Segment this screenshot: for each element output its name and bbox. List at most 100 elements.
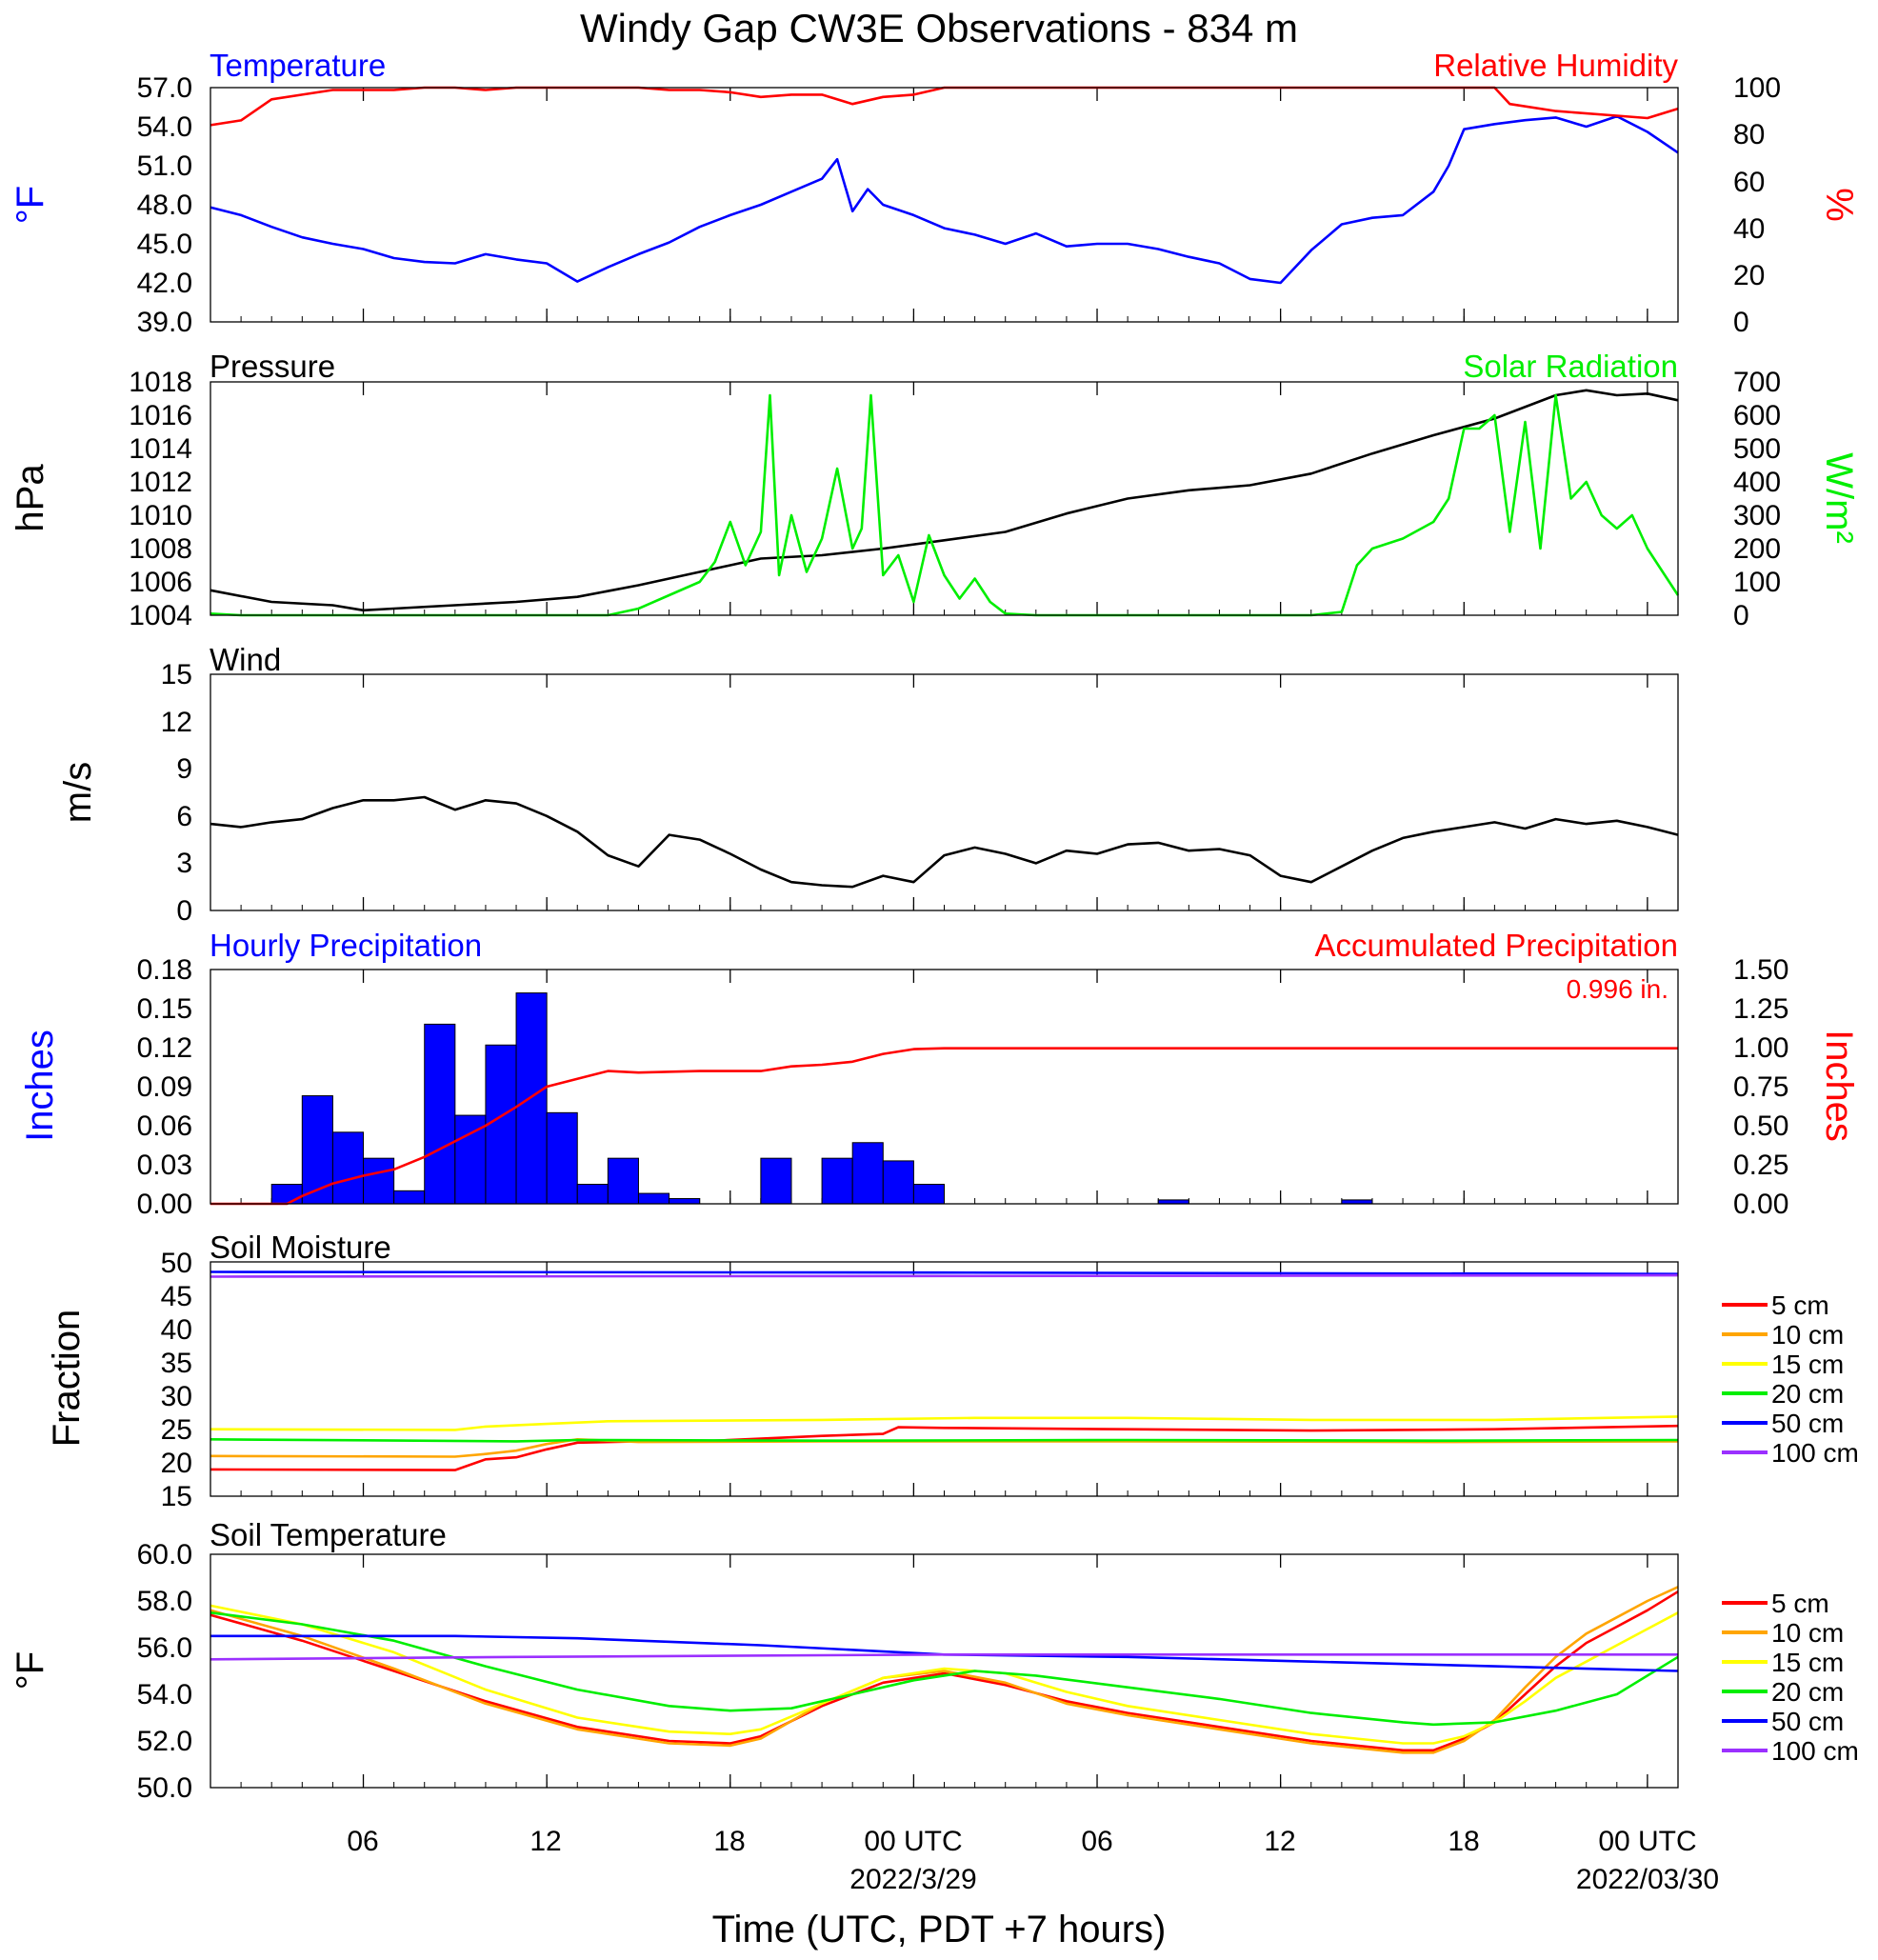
- precip-bar: [576, 1184, 609, 1205]
- x-tick-06-a: 06: [347, 1826, 378, 1857]
- wind-tick-6: 6: [176, 801, 192, 832]
- sm-tick-40: 40: [161, 1314, 192, 1346]
- rh-tick-20: 20: [1733, 260, 1765, 291]
- precip-bar: [515, 992, 548, 1205]
- soil-moisture-5-cm-line: [210, 1424, 1679, 1471]
- sm-legend-100cm: 100 cm: [1771, 1438, 1859, 1468]
- soil-moisture-15-cm-line: [210, 1415, 1679, 1431]
- wind-unit-label: m/s: [57, 762, 99, 823]
- sm-tick-30: 30: [161, 1381, 192, 1412]
- precip-bar: [546, 1111, 578, 1205]
- x-tick-18-b: 18: [1448, 1826, 1479, 1857]
- precip-bar: [485, 1044, 517, 1205]
- solar-tick-100: 100: [1733, 567, 1781, 598]
- sm-tick-35: 35: [161, 1348, 192, 1379]
- st-tick-50: 50.0: [137, 1772, 192, 1804]
- panel-temp-rh: Temperature Relative Humidity °F % 57.0 …: [10, 48, 1860, 338]
- hourly-tick-0.03: 0.03: [137, 1150, 192, 1181]
- wind-tick-9: 9: [176, 753, 192, 785]
- x-tick-18-a: 18: [713, 1826, 745, 1857]
- accum-precip-unit-label: Inches: [1818, 1030, 1860, 1142]
- precip-bar: [301, 1095, 333, 1205]
- pressure-solar-pressure-line: [210, 389, 1679, 612]
- accum-tick-0.25: 0.25: [1733, 1150, 1788, 1181]
- panel-hourly-precip-title: Hourly Precipitation: [210, 928, 482, 963]
- wind-tick-15: 15: [161, 659, 192, 690]
- accum-tick-0.75: 0.75: [1733, 1071, 1788, 1103]
- rh-tick-100: 100: [1733, 72, 1781, 104]
- sm-legend-5cm: 5 cm: [1771, 1290, 1829, 1320]
- soil-moisture-50-cm-line: [210, 1270, 1679, 1275]
- wind-frame: [210, 673, 1679, 911]
- accum-tick-0.50: 0.50: [1733, 1110, 1788, 1142]
- precip-bar: [270, 1184, 303, 1205]
- precip-bar: [607, 1157, 639, 1205]
- temp-tick-57: 57.0: [137, 72, 192, 104]
- precip-bar: [821, 1157, 853, 1205]
- solar-tick-300: 300: [1733, 500, 1781, 531]
- rh-axis-ticks: 100 80 60 40 20 0: [1733, 72, 1781, 338]
- panel-soil-moisture: Soil Moisture Fraction 50 45 40 35 30 25…: [46, 1230, 1859, 1512]
- soil-moisture-legend: 5 cm 10 cm 15 cm 20 cm 50 cm 100 cm: [1722, 1290, 1859, 1468]
- pressure-tick-1006: 1006: [129, 567, 192, 598]
- soil-moisture-plot-area: [210, 1262, 1679, 1496]
- soil-temp-axis-ticks: 60.0 58.0 56.0 54.0 52.0 50.0: [137, 1539, 192, 1804]
- soil-moisture-100-cm-line: [210, 1273, 1679, 1278]
- soil-moisture-20-cm-line: [210, 1438, 1679, 1443]
- solar-unit-label: W/m²: [1818, 452, 1860, 544]
- hourly-tick-0.15: 0.15: [137, 993, 192, 1025]
- st-tick-54: 54.0: [137, 1679, 192, 1710]
- panel-temp-title: Temperature: [210, 48, 386, 83]
- sm-tick-50: 50: [161, 1248, 192, 1279]
- precip-bar: [424, 1023, 456, 1205]
- pressure-tick-1016: 1016: [129, 400, 192, 431]
- solar-tick-500: 500: [1733, 433, 1781, 465]
- rh-tick-40: 40: [1733, 213, 1765, 245]
- panel-rh-title: Relative Humidity: [1433, 48, 1678, 83]
- hourly-tick-0.06: 0.06: [137, 1110, 192, 1142]
- soil-temp-legend: 5 cm 10 cm 15 cm 20 cm 50 cm 100 cm: [1722, 1589, 1859, 1766]
- pressure-tick-1008: 1008: [129, 533, 192, 565]
- rh-tick-60: 60: [1733, 167, 1765, 198]
- temp-tick-39: 39.0: [137, 307, 192, 338]
- precip-plot-area: [210, 970, 1679, 1206]
- panel-precip: Hourly Precipitation Accumulated Precipi…: [19, 928, 1860, 1220]
- pressure-tick-1018: 1018: [129, 367, 192, 398]
- precip-bar: [363, 1157, 395, 1205]
- st-legend-10cm: 10 cm: [1771, 1618, 1844, 1648]
- x-tick-06-b: 06: [1081, 1826, 1112, 1857]
- temp-tick-51: 51.0: [137, 150, 192, 182]
- precip-bar: [882, 1160, 914, 1205]
- wind-axis-ticks: 15 12 9 6 3 0: [161, 659, 192, 927]
- x-axis: 06 12 18 00 UTC 06 12 18 00 UTC 2022/3/2…: [347, 1826, 1719, 1895]
- solar-tick-200: 200: [1733, 533, 1781, 565]
- sm-tick-25: 25: [161, 1414, 192, 1446]
- soil-temp-frame: [210, 1553, 1679, 1789]
- temp-tick-54: 54.0: [137, 111, 192, 143]
- temp-rh-temperature-line: [210, 114, 1679, 285]
- precip-accumulated-precipitation-line: [210, 1047, 1678, 1206]
- precip-bar: [454, 1114, 487, 1205]
- sm-legend-20cm: 20 cm: [1771, 1379, 1844, 1409]
- soil-moisture-axis-ticks: 50 45 40 35 30 25 20 15: [161, 1248, 192, 1512]
- temp-tick-48: 48.0: [137, 190, 192, 221]
- hourly-tick-0.18: 0.18: [137, 954, 192, 986]
- panel-pressure-title: Pressure: [210, 349, 335, 384]
- sm-tick-45: 45: [161, 1281, 192, 1312]
- st-tick-58: 58.0: [137, 1586, 192, 1617]
- st-legend-5cm: 5 cm: [1771, 1589, 1829, 1618]
- x-tick-12-a: 12: [529, 1826, 561, 1857]
- panel-solar-title: Solar Radiation: [1463, 349, 1678, 384]
- temp-rh-plot-area: [210, 86, 1679, 322]
- solar-axis-ticks: 700 600 500 400 300 200 100 0: [1733, 367, 1781, 631]
- pressure-tick-1012: 1012: [129, 467, 192, 498]
- st-legend-15cm: 15 cm: [1771, 1648, 1844, 1677]
- precip-bar: [912, 1184, 945, 1205]
- soil-moisture-frame: [210, 1261, 1679, 1497]
- accum-tick-1.50: 1.50: [1733, 954, 1788, 986]
- hourly-tick-0.12: 0.12: [137, 1032, 192, 1064]
- pressure-solar-frame: [210, 381, 1679, 616]
- precip-bar: [637, 1192, 670, 1205]
- pressure-tick-1010: 1010: [129, 500, 192, 531]
- pressure-unit-label: hPa: [10, 464, 51, 532]
